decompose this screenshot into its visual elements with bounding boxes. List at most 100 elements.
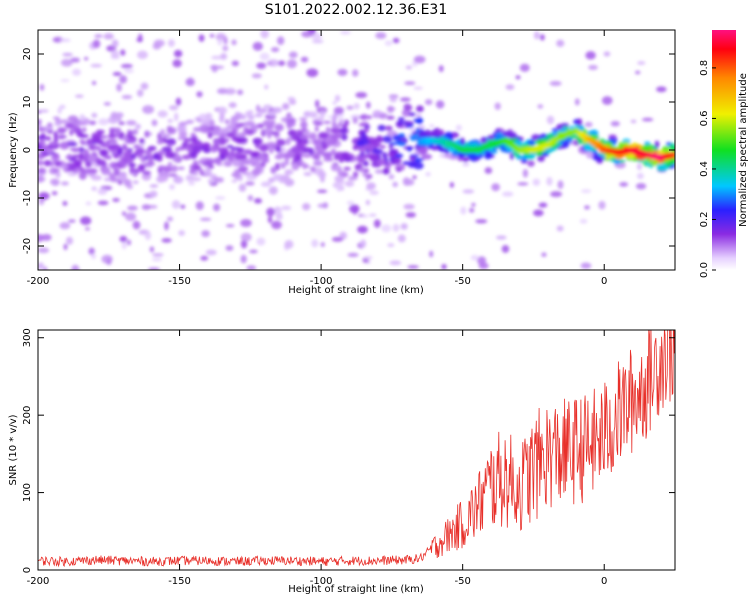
spectrogram-cell [236, 137, 248, 143]
spectrogram-cell [365, 199, 370, 206]
spectrogram-cell [72, 148, 80, 153]
spectrogram-cell [300, 56, 309, 63]
spectrogram-cell [461, 157, 470, 162]
spectrogram-cell [352, 144, 359, 151]
spectrogram-cell [669, 145, 674, 150]
spectrogram-cell [96, 159, 107, 166]
spectrogram-cell [243, 121, 254, 127]
spectrogram-cell [226, 144, 234, 149]
spectrogram-cell [173, 175, 184, 184]
spectrogram-cell [211, 55, 223, 60]
spectrogram-cell [284, 178, 295, 187]
spectrogram-cell [252, 41, 263, 51]
spectrogram-cell [180, 204, 186, 209]
spectrogram-cell [527, 160, 535, 167]
spectrogram-cell [227, 155, 235, 163]
spectrogram-cell [165, 167, 172, 172]
spectrogram-cell [455, 124, 463, 131]
spectrogram-cell [292, 163, 298, 170]
spectrogram-cell [398, 133, 406, 138]
snr-ticks: -200 -150 -100 -50 0 0 100 200 300 [22, 328, 675, 587]
spectrogram-cell [332, 112, 338, 120]
spectrogram-cell [257, 108, 268, 114]
spectrogram-cell [654, 140, 660, 149]
spectrogram-cell [415, 113, 422, 119]
spectrogram-cell [168, 173, 177, 177]
spectrogram-cell [268, 147, 274, 154]
spectrogram-cell [231, 60, 239, 67]
spectrogram-cell [551, 128, 559, 132]
snr-frame [37, 329, 676, 571]
spectrogram-cell [374, 169, 384, 174]
spectrogram-cell [257, 153, 266, 161]
spectrogram-cell [313, 160, 323, 167]
spectrogram-cell [389, 260, 402, 266]
snr-ytick-label: 200 [22, 406, 33, 425]
spectrogram-cell [585, 51, 596, 60]
spectrogram-cell [135, 123, 141, 130]
spectrogram-cell [556, 225, 564, 232]
spectrogram-cell [240, 218, 252, 228]
spectrogram-cell [199, 124, 209, 129]
spectrogram-cell [158, 149, 165, 156]
spectrogram-cell [57, 107, 62, 115]
snr-panel: -200 -150 -100 -50 0 0 100 200 300 Height of str… [8, 328, 676, 595]
spectrogram-cell [240, 232, 252, 242]
spectrogram-cell [344, 119, 350, 126]
spectrogram-cell [61, 119, 69, 124]
spectrogram-cell [71, 264, 80, 270]
spectrogram-cell [408, 163, 417, 168]
spectrogram-cell [91, 112, 98, 118]
spectrogram-cell [274, 206, 281, 212]
spectrogram-cell [175, 147, 181, 153]
spectrogram-cell [82, 127, 87, 133]
spectrogram-cell [314, 142, 323, 149]
spectrogram-cell [424, 99, 433, 106]
spectrogram-cell [65, 236, 74, 245]
spectrogram-cell [57, 134, 67, 139]
spectrogram-cell [388, 174, 395, 180]
spectrogram-cell [39, 83, 45, 91]
spectrogram-cell [244, 158, 251, 166]
spectrogram-cell [619, 182, 629, 187]
spectrogram-cell [352, 171, 359, 178]
spectrogram-cell [580, 262, 592, 269]
spectrogram-cell [116, 83, 122, 92]
spectrogram-cell [87, 154, 97, 163]
snr-ylabel: SNR (10 * v/v) [8, 414, 19, 485]
spectrogram-cell [299, 117, 308, 121]
spectrogram-cell [237, 89, 244, 96]
spectrogram-cell [362, 173, 369, 177]
spectrogram-cell [209, 173, 217, 179]
spectrogram-cell [101, 254, 113, 264]
spectrogram-cell [166, 127, 177, 135]
spectrogram-cell [333, 106, 344, 115]
spectrogram-cell [417, 130, 428, 137]
spectrogram-cell [281, 205, 292, 211]
spectrogram-cell [226, 124, 233, 130]
spectrogram-cell [232, 159, 242, 167]
spectrogram-cell [414, 158, 425, 162]
spectrogram-cell [77, 133, 89, 138]
spectrogram-cell [91, 81, 97, 85]
spectrogram-cell [338, 122, 343, 127]
spectrogram-cell [230, 146, 242, 151]
spectrogram-cell [46, 129, 54, 134]
spectrogram-ridge-cell [670, 152, 675, 159]
spectrogram-cell [87, 168, 98, 174]
spectrogram-cell [272, 221, 279, 228]
spectrogram-cell [246, 265, 257, 270]
spectrogram-cell [342, 127, 348, 132]
spectrogram-cell [284, 169, 294, 175]
spectrogram-cell [266, 62, 273, 66]
spectrogram-cell [429, 124, 435, 128]
spectrogram-cell [121, 94, 133, 100]
spectrogram-cell [407, 146, 412, 152]
spectrogram-cell [323, 120, 332, 125]
spectrogram-cell [522, 168, 529, 178]
spectrogram-cell [54, 122, 62, 127]
spectrogram-cell [123, 68, 134, 74]
spectrogram-cell [338, 119, 346, 123]
